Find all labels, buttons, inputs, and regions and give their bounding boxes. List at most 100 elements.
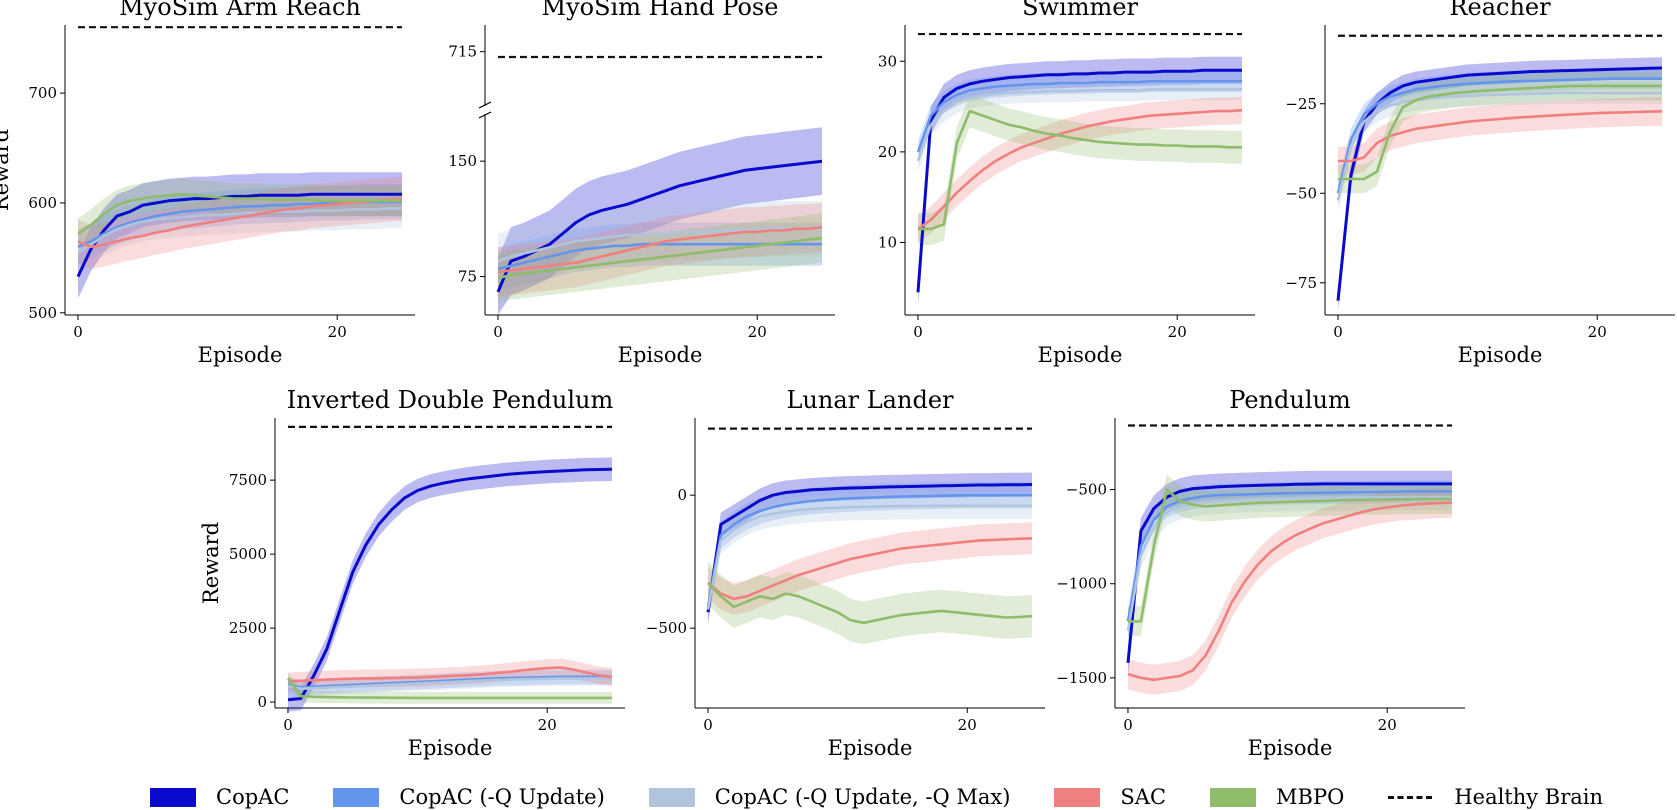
legend-label-copac-noq: CopAC (-Q Update) <box>399 785 605 809</box>
y-tick-label: 7500 <box>229 471 267 489</box>
series-band-1 <box>708 481 1032 621</box>
x-tick-label: 20 <box>538 716 557 734</box>
series-line-3 <box>77 197 403 249</box>
legend-swatch-healthy <box>1388 795 1433 799</box>
series-line-2 <box>916 88 1242 162</box>
series-line-3 <box>917 108 1243 230</box>
y-tick-label: 75 <box>458 268 477 286</box>
legend-label-sac: SAC <box>1120 785 1167 809</box>
y-tick-label: −500 <box>1066 481 1107 499</box>
legend-item-healthy: Healthy Brain <box>1388 785 1603 809</box>
y-tick-label: 20 <box>878 143 897 161</box>
x-tick-label: 20 <box>958 716 977 734</box>
x-tick-label: 0 <box>73 323 83 341</box>
series-line-1 <box>1336 77 1662 194</box>
x-tick-label: 20 <box>1168 323 1187 341</box>
x-tick-label: 0 <box>1123 716 1133 734</box>
series-line-4 <box>918 109 1242 231</box>
series-line-4 <box>1128 488 1452 623</box>
chart-5: Lunar Lander −500 0 0 20 Episode <box>646 386 1045 760</box>
chart-title: Pendulum <box>1229 386 1351 414</box>
series-band-4 <box>288 672 612 704</box>
legend-label-copac: CopAC <box>216 785 290 809</box>
chart-0: MyoSim Arm Reach 500 600 700 0 20 Episode Rewar… <box>0 0 415 367</box>
series-line-2 <box>77 207 402 254</box>
series-band-1 <box>1128 480 1452 633</box>
series-line-4 <box>286 677 612 700</box>
series-band-4 <box>1338 71 1662 194</box>
x-tick-label: 0 <box>493 323 503 341</box>
series-line-3 <box>497 226 823 274</box>
series-line-0 <box>916 68 1242 293</box>
series-band-3 <box>1338 97 1662 176</box>
y-tick-label: 0 <box>677 486 687 504</box>
y-axis-label: Reward <box>199 522 223 604</box>
x-axis-label: Episode <box>198 343 283 367</box>
x-tick-label: 0 <box>1333 323 1343 341</box>
series-band-2 <box>918 78 1242 172</box>
y-tick-label: 2500 <box>229 619 267 637</box>
series-line-1 <box>916 79 1242 153</box>
series-line-2 <box>287 677 612 691</box>
series-band-1 <box>1338 68 1662 204</box>
chart-1: MyoSim Hand Pose 75 150 715 0 20 Episode <box>448 0 835 367</box>
x-tick-label: 0 <box>283 716 293 734</box>
series-band-3 <box>288 658 612 691</box>
y-tick-label: 500 <box>28 304 57 322</box>
axis-break-mark <box>478 101 492 109</box>
legend-item-sac: SAC <box>1054 785 1166 809</box>
x-tick-label: 20 <box>1378 716 1397 734</box>
y-tick-label: 600 <box>28 194 57 212</box>
legend-swatch-copac-noqmax <box>648 787 695 807</box>
series-band-3 <box>498 202 822 297</box>
series-line-2 <box>706 504 1032 610</box>
series-line-0 <box>76 192 402 278</box>
series-line-3 <box>287 666 613 683</box>
y-tick-label: 10 <box>878 234 897 252</box>
chart-title: MyoSim Hand Pose <box>542 0 779 21</box>
series-line-1 <box>706 493 1032 608</box>
legend-item-copac-noqmax: CopAC (-Q Update, -Q Max) <box>648 785 1011 809</box>
legend-swatch-mbpo <box>1210 787 1257 807</box>
y-tick-label: 0 <box>257 693 267 711</box>
chart-4: Inverted Double Pendulum 0 2500 5000 7500 0 20… <box>199 386 625 760</box>
legend-swatch-sac <box>1054 787 1101 807</box>
legend-label-healthy: Healthy Brain <box>1454 785 1604 809</box>
y-tick-label: −1500 <box>1056 669 1107 687</box>
x-tick-label: 20 <box>1588 323 1607 341</box>
chart-title: Inverted Double Pendulum <box>287 386 614 414</box>
series-band-0 <box>498 127 822 315</box>
series-line-2 <box>497 227 822 263</box>
y-tick-label: 30 <box>878 52 897 70</box>
series-line-4 <box>497 236 823 280</box>
y-tick-label: 700 <box>28 84 57 102</box>
y-tick-label: −500 <box>646 619 687 637</box>
legend-label-copac-noqmax: CopAC (-Q Update, -Q Max) <box>714 785 1011 809</box>
legend-swatch-copac <box>150 787 196 807</box>
series-line-0 <box>1126 482 1452 663</box>
series-line-2 <box>1126 495 1452 632</box>
x-axis-label: Episode <box>618 343 703 367</box>
y-tick-label: 5000 <box>229 545 267 563</box>
chart-title: Swimmer <box>1022 0 1138 21</box>
series-band-4 <box>1128 474 1452 637</box>
x-axis-label: Episode <box>1038 343 1123 367</box>
series-band-3 <box>708 522 1032 615</box>
y-tick-label: −50 <box>1285 184 1317 202</box>
x-axis-label: Episode <box>1458 343 1543 367</box>
chart-title: MyoSim Arm Reach <box>119 0 361 21</box>
series-band-3 <box>1128 487 1452 695</box>
legend: CopAC CopAC (-Q Update) CopAC (-Q Update… <box>150 785 1647 809</box>
x-axis-label: Episode <box>1248 736 1333 760</box>
y-tick-label: −75 <box>1285 274 1317 292</box>
chart-title: Lunar Lander <box>786 386 954 414</box>
series-line-3 <box>1127 501 1453 682</box>
series-line-2 <box>1336 91 1662 201</box>
series-line-4 <box>707 582 1033 625</box>
series-line-0 <box>496 159 823 293</box>
y-tick-label: 715 <box>448 43 477 61</box>
y-axis-label: Reward <box>0 129 13 211</box>
chart-3: Reacher −75 −50 −25 0 20 Episode <box>1285 0 1675 367</box>
y-tick-label: −25 <box>1285 95 1317 113</box>
